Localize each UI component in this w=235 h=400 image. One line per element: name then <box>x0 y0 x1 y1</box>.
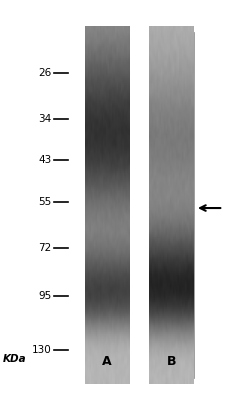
Text: 130: 130 <box>32 345 52 355</box>
Text: 55: 55 <box>39 197 52 207</box>
Text: 43: 43 <box>39 154 52 164</box>
Text: A: A <box>102 355 112 368</box>
Text: B: B <box>167 355 176 368</box>
Text: 95: 95 <box>39 291 52 301</box>
Text: 34: 34 <box>39 114 52 124</box>
Text: 72: 72 <box>39 243 52 253</box>
FancyBboxPatch shape <box>85 32 129 378</box>
Text: 26: 26 <box>39 68 52 78</box>
Text: KDa: KDa <box>2 354 26 364</box>
FancyBboxPatch shape <box>149 32 194 378</box>
